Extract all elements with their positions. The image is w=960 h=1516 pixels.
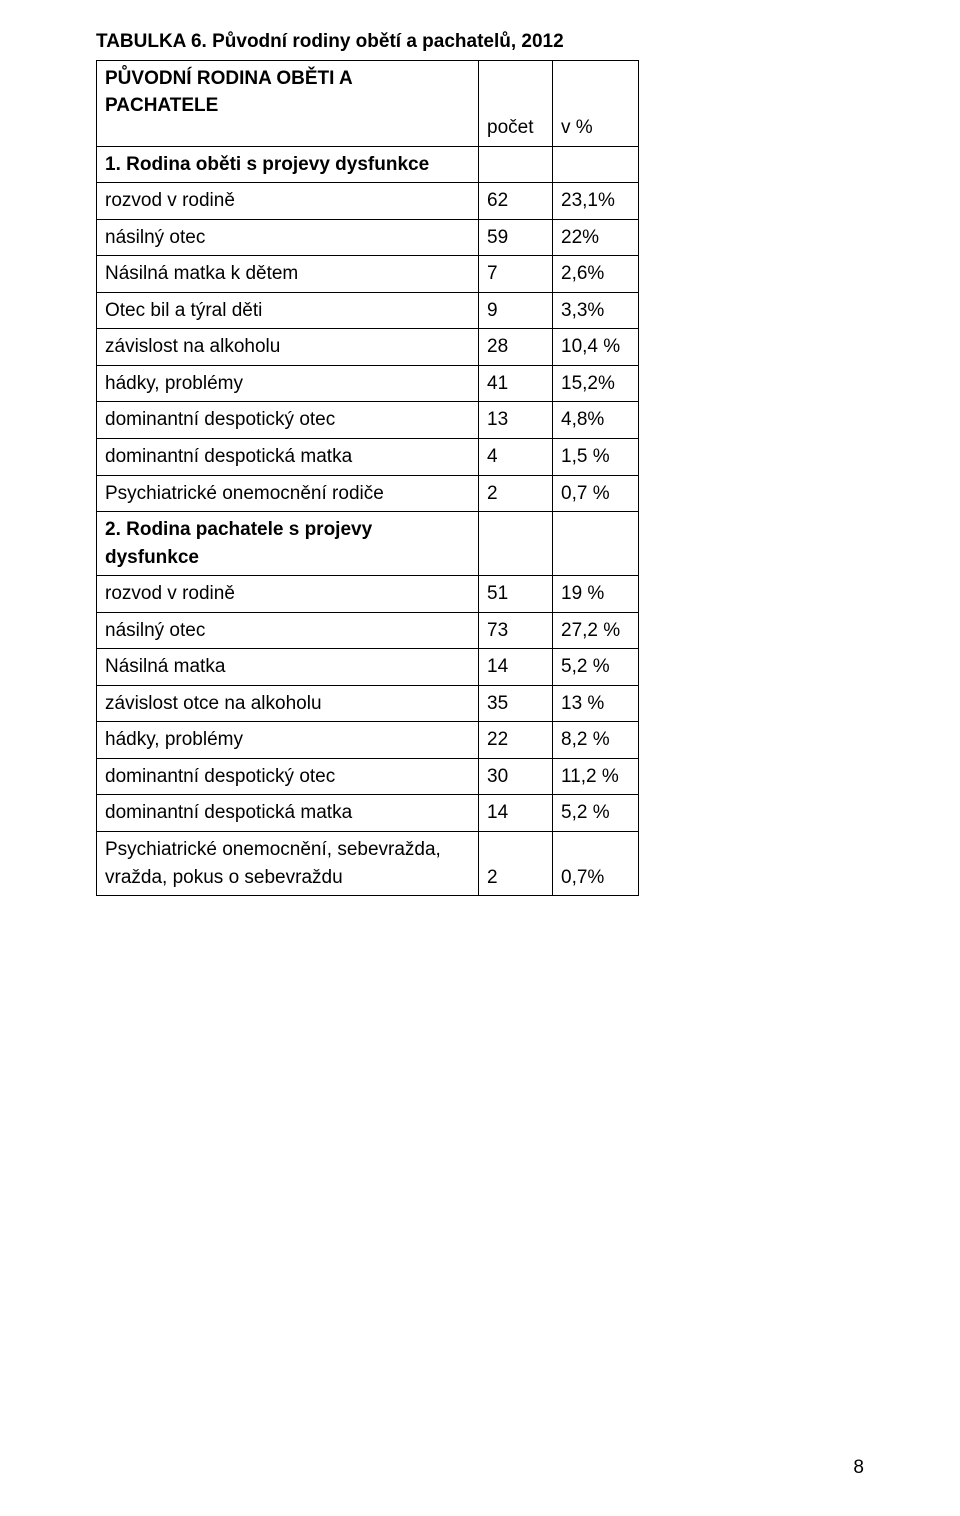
row-n: 62 xyxy=(479,183,553,220)
row-label: závislost otce na alkoholu xyxy=(97,685,479,722)
table-row: PŮVODNÍ RODINA OBĚTI A PACHATELEpočetv % xyxy=(97,60,639,146)
page-number: 8 xyxy=(853,1454,864,1482)
row-label: závislost na alkoholu xyxy=(97,329,479,366)
table-row: dominantní despotická matka41,5 % xyxy=(97,439,639,476)
row-label: Násilná matka k dětem xyxy=(97,256,479,293)
table-row: dominantní despotická matka145,2 % xyxy=(97,795,639,832)
row-pct: 0,7 % xyxy=(553,475,639,512)
row-label: rozvod v rodině xyxy=(97,576,479,613)
row-pct: 0,7% xyxy=(553,832,639,896)
cell-empty xyxy=(553,146,639,183)
cell-empty xyxy=(553,512,639,576)
row-label: hádky, problémy xyxy=(97,722,479,759)
row-n: 28 xyxy=(479,329,553,366)
row-n: 2 xyxy=(479,832,553,896)
row-pct: 5,2 % xyxy=(553,649,639,686)
row-label: Násilná matka xyxy=(97,649,479,686)
table-row: Psychiatrické onemocnění, sebevražda, vr… xyxy=(97,832,639,896)
header-label: PŮVODNÍ RODINA OBĚTI A PACHATELE xyxy=(97,60,479,146)
row-n: 30 xyxy=(479,758,553,795)
table-row: Psychiatrické onemocnění rodiče20,7 % xyxy=(97,475,639,512)
table-row: dominantní despotický otec134,8% xyxy=(97,402,639,439)
row-n: 41 xyxy=(479,365,553,402)
row-pct: 13 % xyxy=(553,685,639,722)
table-row: hádky, problémy4115,2% xyxy=(97,365,639,402)
row-label: dominantní despotický otec xyxy=(97,758,479,795)
data-table: PŮVODNÍ RODINA OBĚTI A PACHATELEpočetv %… xyxy=(96,60,639,897)
row-pct: 10,4 % xyxy=(553,329,639,366)
row-pct: 22% xyxy=(553,219,639,256)
row-pct: 8,2 % xyxy=(553,722,639,759)
row-n: 13 xyxy=(479,402,553,439)
row-n: 7 xyxy=(479,256,553,293)
table-row: závislost na alkoholu2810,4 % xyxy=(97,329,639,366)
table-row: 2. Rodina pachatele s projevy dysfunkce xyxy=(97,512,639,576)
table-row: rozvod v rodině6223,1% xyxy=(97,183,639,220)
row-label: Psychiatrické onemocnění rodiče xyxy=(97,475,479,512)
table-row: závislost otce na alkoholu3513 % xyxy=(97,685,639,722)
table-row: Otec bil a týral děti93,3% xyxy=(97,292,639,329)
table-row: Násilná matka k dětem72,6% xyxy=(97,256,639,293)
row-n: 35 xyxy=(479,685,553,722)
table-row: dominantní despotický otec3011,2 % xyxy=(97,758,639,795)
row-label: násilný otec xyxy=(97,219,479,256)
table-row: Násilná matka145,2 % xyxy=(97,649,639,686)
header-pct: v % xyxy=(553,60,639,146)
row-pct: 23,1% xyxy=(553,183,639,220)
row-pct: 5,2 % xyxy=(553,795,639,832)
row-pct: 11,2 % xyxy=(553,758,639,795)
cell-empty xyxy=(479,512,553,576)
row-label: rozvod v rodině xyxy=(97,183,479,220)
table-row: násilný otec5922% xyxy=(97,219,639,256)
row-pct: 15,2% xyxy=(553,365,639,402)
section2-heading: 2. Rodina pachatele s projevy dysfunkce xyxy=(97,512,479,576)
row-n: 51 xyxy=(479,576,553,613)
table-title: TABULKA 6. Původní rodiny obětí a pachat… xyxy=(96,28,864,56)
row-label: hádky, problémy xyxy=(97,365,479,402)
table-row: násilný otec7327,2 % xyxy=(97,612,639,649)
page: TABULKA 6. Původní rodiny obětí a pachat… xyxy=(0,0,960,1516)
table-row: rozvod v rodině5119 % xyxy=(97,576,639,613)
row-n: 9 xyxy=(479,292,553,329)
row-pct: 19 % xyxy=(553,576,639,613)
header-n: počet xyxy=(479,60,553,146)
row-label: dominantní despotický otec xyxy=(97,402,479,439)
row-label: dominantní despotická matka xyxy=(97,439,479,476)
row-label: Psychiatrické onemocnění, sebevražda, vr… xyxy=(97,832,479,896)
table-row: hádky, problémy228,2 % xyxy=(97,722,639,759)
table-row: 1. Rodina oběti s projevy dysfunkce xyxy=(97,146,639,183)
row-n: 14 xyxy=(479,795,553,832)
row-pct: 27,2 % xyxy=(553,612,639,649)
row-n: 22 xyxy=(479,722,553,759)
row-n: 4 xyxy=(479,439,553,476)
row-label: dominantní despotická matka xyxy=(97,795,479,832)
cell-empty xyxy=(479,146,553,183)
row-label: Otec bil a týral děti xyxy=(97,292,479,329)
row-label: násilný otec xyxy=(97,612,479,649)
row-n: 14 xyxy=(479,649,553,686)
row-n: 59 xyxy=(479,219,553,256)
row-n: 2 xyxy=(479,475,553,512)
row-pct: 2,6% xyxy=(553,256,639,293)
row-n: 73 xyxy=(479,612,553,649)
section1-heading: 1. Rodina oběti s projevy dysfunkce xyxy=(97,146,479,183)
row-pct: 1,5 % xyxy=(553,439,639,476)
row-pct: 3,3% xyxy=(553,292,639,329)
row-pct: 4,8% xyxy=(553,402,639,439)
